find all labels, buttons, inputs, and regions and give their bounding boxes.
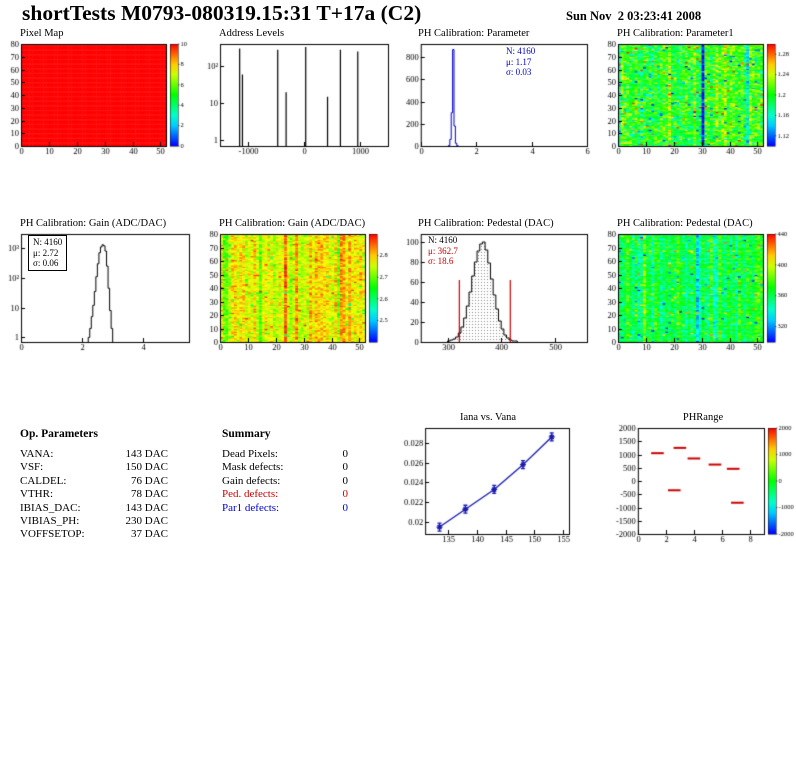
summary-row: Ped. defects: 0	[222, 488, 348, 501]
stats-entries: N: 4160	[428, 235, 458, 245]
panel-ph-parameter1-map: PH Calibration: Parameter1	[601, 28, 793, 158]
panel-title: Pixel Map	[20, 28, 64, 39]
stats-sigma: σ: 0.03	[506, 67, 532, 77]
op-parameters-list: VANA: 143 DAC VSF: 150 DAC CALDEL: 76 DAC VTHR…	[20, 448, 168, 542]
panel-title: PH Calibration: Pedestal (DAC)	[617, 218, 753, 229]
stats-box-gain: N: 4160 μ: 2.72 σ: 0.06	[28, 235, 68, 271]
panel-title: PHRange	[682, 412, 724, 423]
timestamp: Sun Nov 2 03:23:41 2008	[566, 9, 702, 23]
page-title: shortTests M0793-080319.15:31 T+17a (C2)	[22, 1, 422, 25]
stats-mean: μ: 1.17	[506, 56, 532, 67]
ph-parameter-chart	[402, 40, 594, 158]
panel-pedestal-hist: PH Calibration: Pedestal (DAC) N: 4160 μ…	[402, 218, 594, 354]
summary-row: Par1 defects: 0	[222, 501, 348, 514]
phrange-chart	[612, 424, 794, 546]
pixel-map-chart	[4, 40, 196, 158]
stats-mean: μ: 2.72	[33, 247, 59, 258]
panel-title: PH Calibration: Parameter1	[617, 28, 734, 39]
panel-gain-map: PH Calibration: Gain (ADC/DAC)	[203, 218, 395, 354]
op-parameter-row: VOFFSETOP: 37 DAC	[20, 528, 168, 541]
stats-mean: μ: 362.7	[428, 245, 458, 256]
panel-phrange: PHRange	[612, 412, 794, 546]
pedestal-hist-chart	[402, 230, 594, 354]
panel-pedestal-map: PH Calibration: Pedestal (DAC)	[601, 218, 793, 354]
iana-vs-vana-chart	[400, 424, 576, 546]
panel-title: Address Levels	[219, 28, 285, 39]
panel-title: PH Calibration: Gain (ADC/DAC)	[219, 218, 366, 229]
summary-row: Dead Pixels: 0	[222, 448, 348, 460]
panel-ph-parameter: PH Calibration: Parameter N: 4160 μ: 1.1…	[402, 28, 594, 158]
stats-sigma: σ: 0.06	[33, 258, 59, 268]
panel-title: PH Calibration: Gain (ADC/DAC)	[20, 218, 167, 229]
op-parameter-row: CALDEL: 76 DAC	[20, 474, 168, 487]
ph-parameter1-map-chart	[601, 40, 793, 158]
panel-title: Iana vs. Vana	[459, 412, 517, 423]
op-parameter-row: VIBIAS_PH: 230 DAC	[20, 515, 168, 528]
stats-entries: N: 4160	[33, 237, 63, 247]
op-parameters-heading: Op. Parameters	[20, 428, 98, 440]
panel-iana-vs-vana: Iana vs. Vana	[400, 412, 576, 546]
gain-map-chart	[203, 230, 395, 354]
stats-entries: N: 4160	[506, 46, 536, 56]
op-parameters-section: Op. Parameters VANA: 143 DAC VSF: 150 DAC CA…	[20, 428, 168, 542]
panel-pixel-map: Pixel Map	[4, 28, 196, 158]
address-levels-chart	[203, 40, 395, 158]
panel-title: PH Calibration: Pedestal (DAC)	[418, 218, 554, 229]
pedestal-map-chart	[601, 230, 793, 354]
stats-box-pedestal: N: 4160 μ: 362.7 σ: 18.6	[428, 235, 458, 267]
stats-box-parameter: N: 4160 μ: 1.17 σ: 0.03	[506, 46, 535, 78]
summary-row: Mask defects: 0	[222, 461, 348, 474]
op-parameter-row: VANA: 143 DAC	[20, 448, 168, 460]
panel-address-levels: Address Levels	[203, 28, 395, 158]
op-parameter-row: VSF: 150 DAC	[20, 461, 168, 474]
stats-sigma: σ: 18.6	[428, 256, 454, 266]
panel-title: PH Calibration: Parameter	[418, 28, 530, 39]
summary-list: Dead Pixels: 0 Mask defects: 0 Gain defects:…	[222, 448, 348, 515]
summary-section: Summary Dead Pixels: 0 Mask defects: 0 Gain …	[222, 428, 348, 515]
panel-gain-hist: PH Calibration: Gain (ADC/DAC) N: 4160 μ…	[4, 218, 196, 354]
summary-heading: Summary	[222, 428, 271, 440]
summary-row: Gain defects: 0	[222, 474, 348, 487]
op-parameter-row: VTHR: 78 DAC	[20, 488, 168, 501]
op-parameter-row: IBIAS_DAC: 143 DAC	[20, 501, 168, 514]
